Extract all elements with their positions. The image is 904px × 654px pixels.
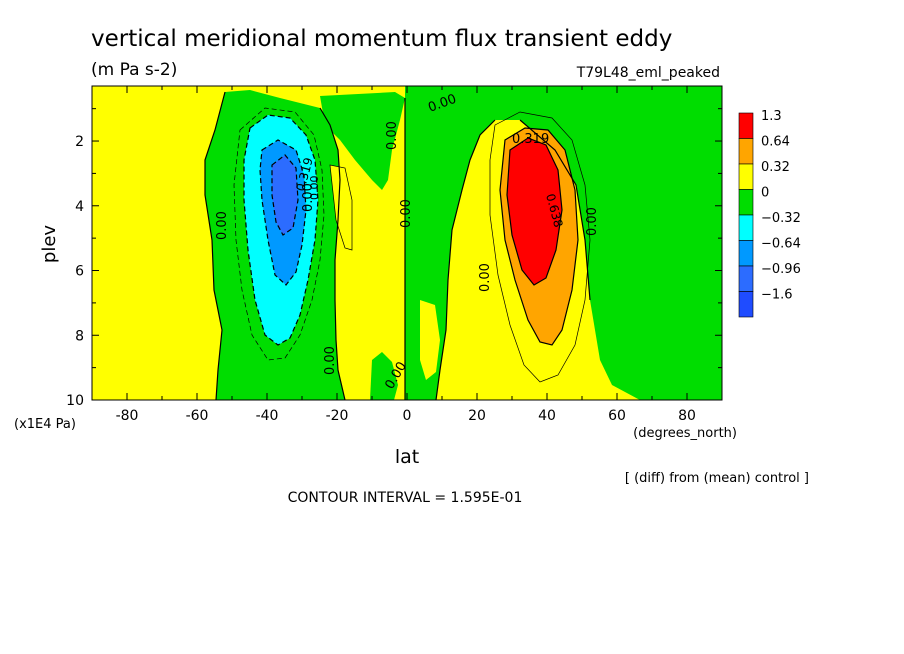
legend-swatch	[738, 112, 754, 139]
positive-contours	[489, 111, 591, 383]
legend-swatch	[738, 189, 754, 216]
experiment-label: T79L48_eml_peaked	[576, 65, 720, 81]
y-tick-label: 2	[75, 134, 84, 150]
legend-swatch	[738, 214, 754, 241]
legend-swatch	[738, 265, 754, 292]
legend-label: 0.64	[761, 135, 790, 150]
x-tick-label: 40	[538, 408, 556, 424]
contour-label-group: 0.00 0.00 0.00 0.00 0.00 0.00 0.00 0.00 …	[215, 92, 600, 392]
legend-label: 0	[761, 186, 769, 201]
green-region-north	[405, 86, 722, 400]
legend-label: −0.96	[761, 262, 801, 277]
legend-label: −0.32	[761, 211, 801, 226]
comparison-note: [ (diff) from (mean) control ]	[625, 471, 809, 486]
contour-label: 0.00	[215, 211, 230, 240]
contour-label: 0.00	[399, 199, 414, 228]
dark-blue-core	[272, 155, 298, 235]
y-tick-label: 6	[75, 264, 84, 280]
x-tick-label: 0	[403, 408, 412, 424]
color-legend: 1.3 0.64 0.32 0 −0.32 −0.64 −0.96 −1.6	[738, 109, 801, 318]
yellow-band-equator	[420, 300, 440, 380]
contour-interval-label: CONTOUR INTERVAL = 1.595E-01	[288, 490, 523, 506]
legend-swatch	[738, 291, 754, 318]
contour-label: 0.00	[308, 176, 321, 201]
contour-label: 0.00	[301, 183, 316, 212]
zero-contours	[204, 91, 591, 400]
x-tick-label: -80	[116, 408, 139, 424]
x-tick-label: -60	[186, 408, 209, 424]
legend-label: 0.32	[761, 160, 790, 175]
x-tick-label: -20	[326, 408, 349, 424]
axes: -80 -60 -40 -20 0 20 40 60 80 2 4 6 8 10	[66, 86, 723, 424]
x-tick-label: 20	[468, 408, 486, 424]
chart-units: (m Pa s-2)	[91, 60, 177, 80]
plot-area: 0.00 0.00 0.00 0.00 0.00 0.00 0.00 0.00 …	[66, 85, 723, 424]
y-axis-label: plev	[39, 225, 60, 264]
x-unit-label: (degrees_north)	[633, 426, 737, 441]
contour-label: 0.00	[323, 346, 338, 375]
legend-label: 1.3	[761, 109, 782, 124]
y-tick-label: 8	[75, 328, 84, 344]
x-tick-label: -40	[256, 408, 279, 424]
y-tick-label: 4	[75, 199, 84, 215]
legend-swatch	[738, 163, 754, 190]
green-blob-surface	[370, 352, 398, 400]
legend-swatch	[738, 240, 754, 267]
contour-label: 0.00	[385, 121, 400, 150]
contour-label: 0.319	[512, 132, 549, 147]
contour-label: 0.00	[585, 207, 600, 236]
x-tick-label: 60	[608, 408, 626, 424]
y-unit-label: (x1E4 Pa)	[14, 417, 76, 432]
legend-label: −1.6	[761, 288, 793, 303]
legend-label: −0.64	[761, 237, 801, 252]
yellow-band-south	[330, 165, 352, 250]
green-region-top	[320, 92, 405, 190]
negative-contours	[233, 107, 325, 361]
x-axis-label: lat	[395, 446, 419, 468]
red-core	[507, 138, 562, 285]
y-tick-label: 10	[66, 393, 84, 409]
chart-title: vertical meridional momentum flux transi…	[91, 26, 672, 52]
legend-swatch	[738, 138, 754, 165]
x-tick-label: 80	[678, 408, 696, 424]
contour-label: 0.00	[478, 263, 493, 292]
